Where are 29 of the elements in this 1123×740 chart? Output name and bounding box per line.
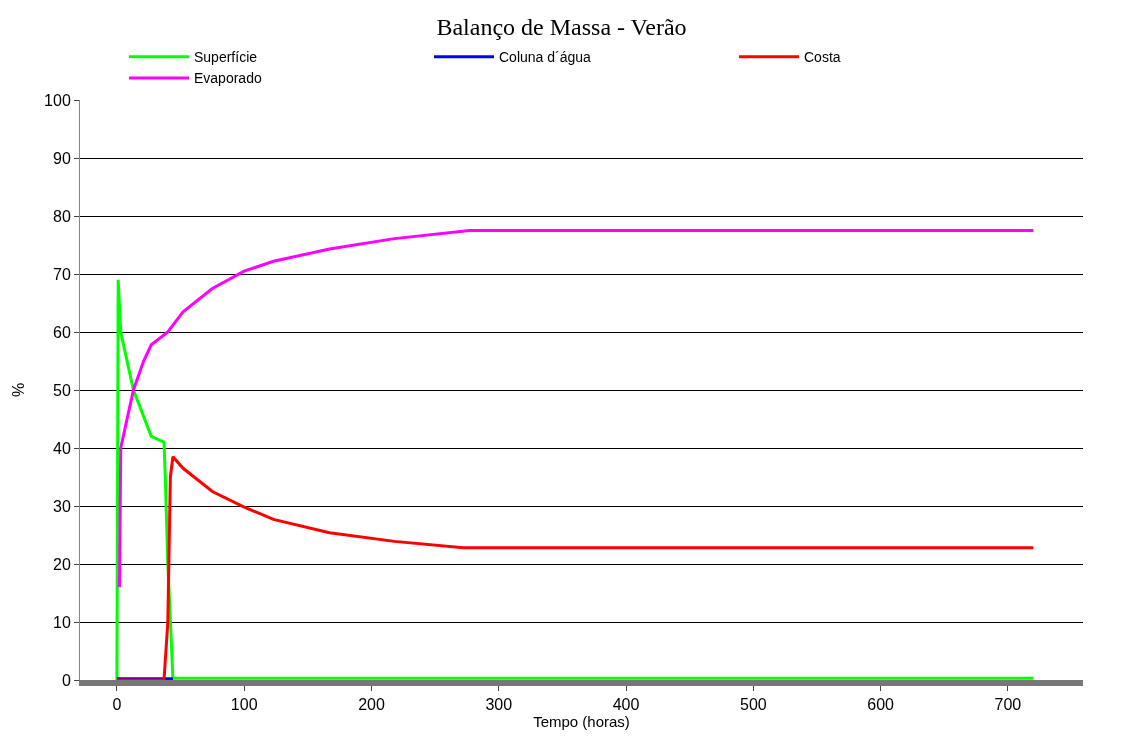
x-tick-label: 700 [994, 696, 1022, 714]
y-tick-label: 50 [53, 381, 71, 399]
y-tick-label: 100 [44, 91, 71, 109]
legend-label: Superfície [194, 49, 258, 66]
y-axis-title: % [10, 382, 27, 398]
x-tick-label: 400 [612, 696, 640, 714]
x-tick-label: 200 [358, 696, 385, 714]
y-tick-label: 10 [53, 613, 71, 631]
x-tick-label: 600 [867, 696, 895, 714]
x-tick-label: 0 [112, 696, 122, 714]
y-tick-label: 60 [53, 323, 71, 341]
y-tick-label: 80 [53, 207, 71, 225]
y-tick-label: 0 [61, 671, 71, 689]
x-axis-title: Tempo (horas) [533, 713, 630, 731]
line-series [117, 229, 1035, 589]
y-tick-label: 70 [53, 265, 71, 283]
y-tick-label: 40 [53, 439, 71, 457]
x-tick-label: 300 [485, 696, 513, 714]
x-tick-label: 500 [739, 696, 767, 714]
y-tick-label: 20 [53, 555, 71, 573]
line-series [115, 455, 1035, 680]
x-tick-label: 100 [230, 696, 258, 714]
chart-title: Balanço de Massa - Verão [436, 14, 687, 41]
legend-label: Costa [804, 49, 841, 66]
legend-label: Evaporado [194, 70, 262, 87]
line-series [115, 278, 1035, 680]
y-tick-label: 30 [53, 497, 71, 515]
legend-label: Coluna d´água [499, 49, 592, 66]
y-tick-label: 90 [53, 149, 71, 167]
